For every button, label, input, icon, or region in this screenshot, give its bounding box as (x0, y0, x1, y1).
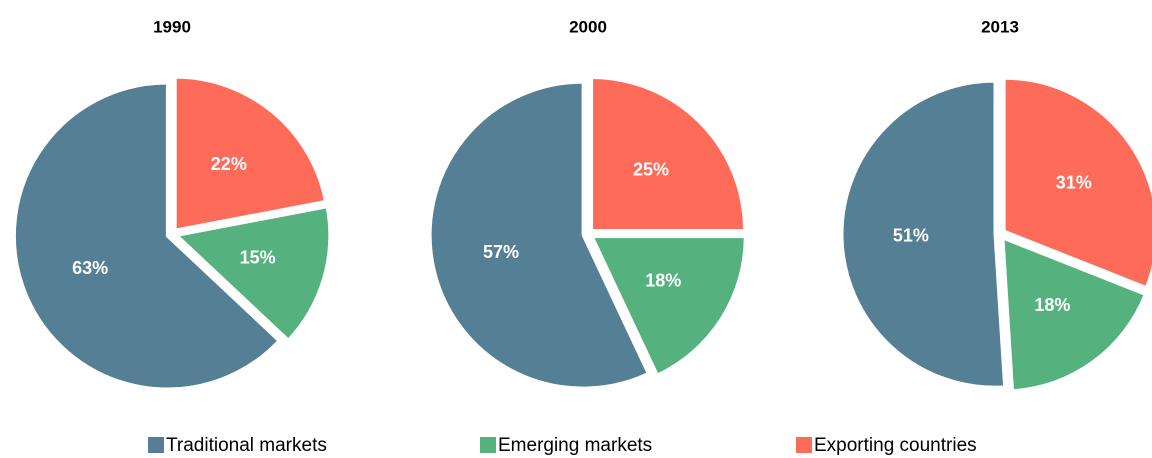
legend-label: Exporting countries (814, 435, 977, 456)
legend-label: Traditional markets (166, 435, 327, 456)
legend-swatch (480, 437, 496, 453)
pie-slice (1002, 76, 1152, 290)
value-label: 18% (645, 271, 681, 291)
pie-slice (840, 79, 1007, 389)
pie-slice (1001, 235, 1148, 393)
value-label: 25% (633, 160, 669, 180)
pie-slice (428, 80, 651, 390)
chart-title: 2013 (981, 17, 1019, 36)
value-label: 15% (240, 248, 276, 268)
value-label: 22% (211, 154, 247, 174)
pie-slice (173, 204, 332, 343)
pie-slice (12, 81, 282, 391)
value-label: 57% (483, 242, 519, 262)
value-label: 51% (893, 226, 929, 246)
legend-label: Emerging markets (498, 435, 652, 456)
value-label: 31% (1056, 173, 1092, 193)
pie-slice (173, 75, 328, 232)
legend-swatch (148, 437, 164, 453)
pie-slice (590, 75, 747, 232)
legend-swatch (796, 437, 812, 453)
value-label: 63% (72, 258, 108, 278)
value-label: 18% (1034, 295, 1070, 315)
chart-title: 1990 (153, 17, 191, 36)
chart-title: 2000 (569, 17, 607, 36)
pie-slice (589, 235, 747, 378)
